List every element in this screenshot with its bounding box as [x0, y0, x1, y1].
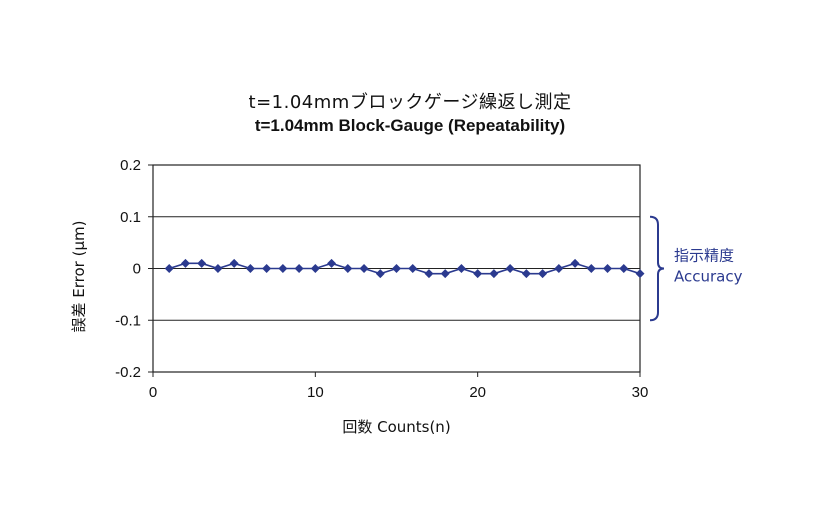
y-tick-label: 0	[133, 261, 141, 278]
data-point	[586, 264, 596, 273]
y-tick-label: 0.1	[120, 209, 141, 226]
data-point	[278, 264, 288, 273]
x-axis-label: 回数 Counts(n)	[342, 418, 450, 436]
data-point	[310, 264, 320, 273]
data-point	[619, 264, 629, 273]
chart-title: t=1.04mmブロックゲージ繰返し測定	[248, 92, 572, 113]
data-point	[262, 264, 272, 273]
accuracy-brace	[649, 215, 665, 322]
data-point	[489, 269, 499, 279]
data-point	[538, 269, 548, 279]
x-tick-label: 0	[149, 384, 157, 401]
y-tick-label: -0.2	[115, 364, 141, 381]
x-tick-label: 10	[307, 384, 324, 401]
data-point	[375, 269, 385, 279]
data-point	[359, 264, 369, 273]
data-point	[164, 264, 174, 273]
y-axis-label: 誤差 Error (μm)	[70, 221, 88, 333]
data-point	[570, 258, 580, 268]
data-point	[245, 264, 255, 273]
data-point	[456, 264, 466, 273]
data-point	[424, 269, 434, 279]
y-tick-label: 0.2	[120, 157, 141, 174]
data-point	[408, 264, 418, 273]
data-point	[343, 264, 353, 273]
y-tick-label: -0.1	[115, 312, 141, 329]
data-point	[473, 269, 483, 279]
data-point	[327, 258, 337, 268]
series-markers	[164, 258, 645, 279]
accuracy-label-en: Accuracy	[674, 268, 743, 286]
data-point	[440, 269, 450, 279]
accuracy-label-ja: 指示精度	[674, 247, 734, 265]
x-tick-label: 30	[632, 384, 649, 401]
data-point	[392, 264, 401, 273]
y-axis-ticks: 0.2 0.1 0 -0.1 -0.2	[115, 157, 153, 381]
x-tick-label: 20	[469, 384, 486, 401]
data-point	[635, 269, 645, 279]
chart-subtitle: t=1.04mm Block-Gauge (Repeatability)	[254, 116, 566, 135]
data-point	[554, 264, 564, 273]
data-point	[213, 264, 223, 273]
data-point	[505, 264, 515, 273]
data-point	[197, 258, 207, 268]
data-point	[294, 264, 304, 273]
data-point	[603, 264, 613, 273]
x-axis-ticks: 0 10 20 30	[149, 372, 649, 401]
data-point	[521, 269, 531, 279]
data-point	[180, 258, 190, 268]
data-point	[229, 258, 239, 268]
